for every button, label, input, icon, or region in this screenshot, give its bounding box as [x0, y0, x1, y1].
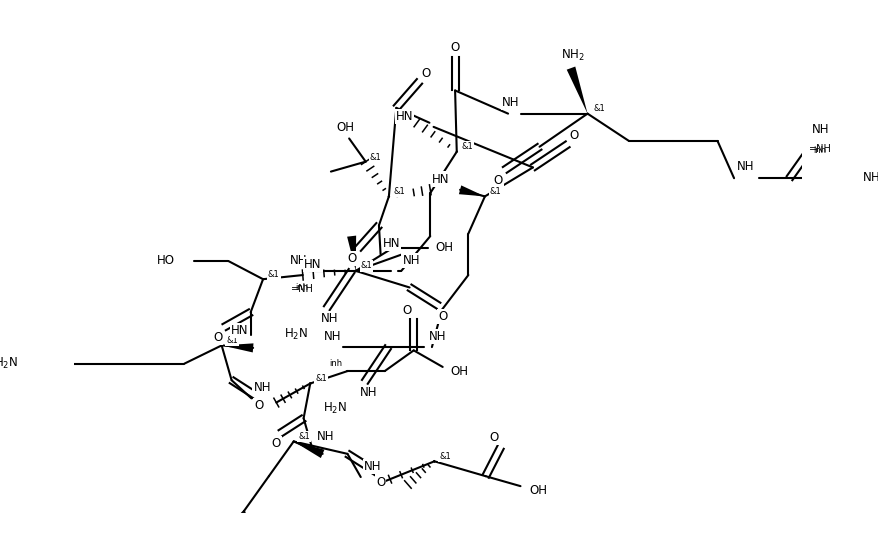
Text: HN: HN [432, 172, 450, 186]
Text: O: O [254, 399, 263, 412]
Text: NH: NH [402, 254, 420, 266]
Text: HN: HN [395, 110, 413, 122]
Polygon shape [458, 186, 485, 197]
Text: O: O [489, 431, 498, 444]
Text: NH: NH [363, 460, 381, 473]
Polygon shape [566, 66, 587, 114]
Text: &1: &1 [393, 187, 405, 196]
Text: O: O [376, 475, 385, 489]
Text: &1: &1 [315, 374, 327, 383]
Text: O: O [212, 331, 222, 343]
Text: O: O [402, 304, 411, 317]
Text: inh: inh [329, 359, 342, 368]
Text: &1: &1 [439, 452, 450, 461]
Text: &1: &1 [593, 104, 604, 113]
Text: O: O [421, 66, 430, 80]
Text: H$_2$N: H$_2$N [322, 401, 346, 416]
Text: OH: OH [335, 121, 354, 134]
Text: H$_2$N: H$_2$N [284, 327, 308, 342]
Text: O: O [437, 310, 447, 323]
Text: NH: NH [359, 386, 377, 399]
Text: &1: &1 [299, 432, 310, 441]
Text: NH: NH [290, 254, 307, 266]
Text: &1: &1 [268, 270, 279, 279]
Text: &1: &1 [360, 261, 372, 270]
Polygon shape [293, 442, 324, 458]
Text: =NH: =NH [808, 144, 831, 154]
Text: O: O [347, 252, 356, 265]
Text: &1: &1 [227, 336, 238, 345]
Text: O: O [493, 174, 502, 187]
Text: OH: OH [529, 484, 547, 497]
Text: OH: OH [450, 365, 468, 378]
Text: &1: &1 [370, 153, 381, 162]
Text: inh: inh [813, 146, 826, 155]
Polygon shape [221, 343, 253, 352]
Text: O: O [271, 437, 281, 450]
Text: &1: &1 [489, 187, 501, 196]
Text: NH$_2$: NH$_2$ [860, 171, 878, 186]
Text: =NH: =NH [291, 284, 313, 294]
Text: HN: HN [231, 324, 248, 337]
Text: NH: NH [253, 381, 270, 394]
Text: NH: NH [810, 123, 828, 136]
Text: HO: HO [157, 254, 175, 268]
Text: OH: OH [435, 241, 453, 254]
Text: H$_2$N: H$_2$N [0, 356, 18, 371]
Text: O: O [450, 41, 459, 54]
Text: NH: NH [736, 160, 753, 173]
Text: NH: NH [501, 95, 519, 109]
Polygon shape [347, 235, 356, 271]
Text: NH: NH [321, 312, 338, 325]
Text: inh: inh [295, 283, 308, 292]
Text: &1: &1 [461, 142, 473, 151]
Text: NH$_2$: NH$_2$ [560, 48, 584, 63]
Text: NH: NH [428, 330, 446, 343]
Text: O: O [569, 130, 579, 142]
Text: HN: HN [304, 258, 321, 271]
Text: NH: NH [316, 430, 334, 443]
Text: HN: HN [382, 237, 399, 250]
Text: NH: NH [323, 330, 341, 343]
